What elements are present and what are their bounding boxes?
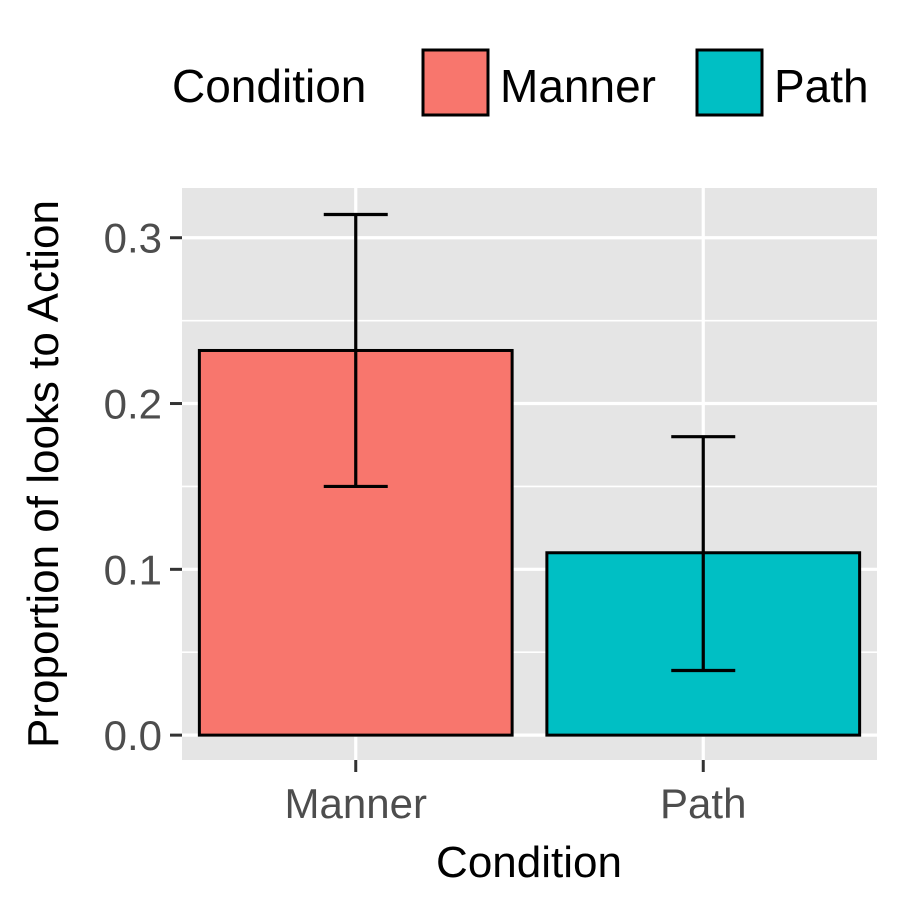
y-axis: 0.0 0.1 0.2 0.3 <box>104 215 182 759</box>
x-axis: Manner Path <box>285 760 746 827</box>
y-tick-label: 0.2 <box>104 381 162 428</box>
x-tick-label: Path <box>660 780 746 827</box>
x-tick-label: Manner <box>285 780 427 827</box>
error-bar-manner <box>323 212 388 489</box>
legend: Condition Manner Path <box>172 48 869 117</box>
legend-title: Condition <box>172 60 366 112</box>
error-bars <box>323 212 736 673</box>
y-tick-label: 0.1 <box>104 546 162 593</box>
y-tick-label: 0.0 <box>104 712 162 759</box>
y-tick-label: 0.3 <box>104 215 162 262</box>
legend-key-path <box>695 48 764 117</box>
legend-label-manner: Manner <box>500 60 656 112</box>
y-axis-title: Proportion of looks to Action <box>19 200 68 748</box>
legend-key-manner <box>421 48 490 117</box>
error-bar-path <box>671 435 736 673</box>
x-axis-title: Condition <box>436 838 622 887</box>
legend-label-path: Path <box>774 60 869 112</box>
